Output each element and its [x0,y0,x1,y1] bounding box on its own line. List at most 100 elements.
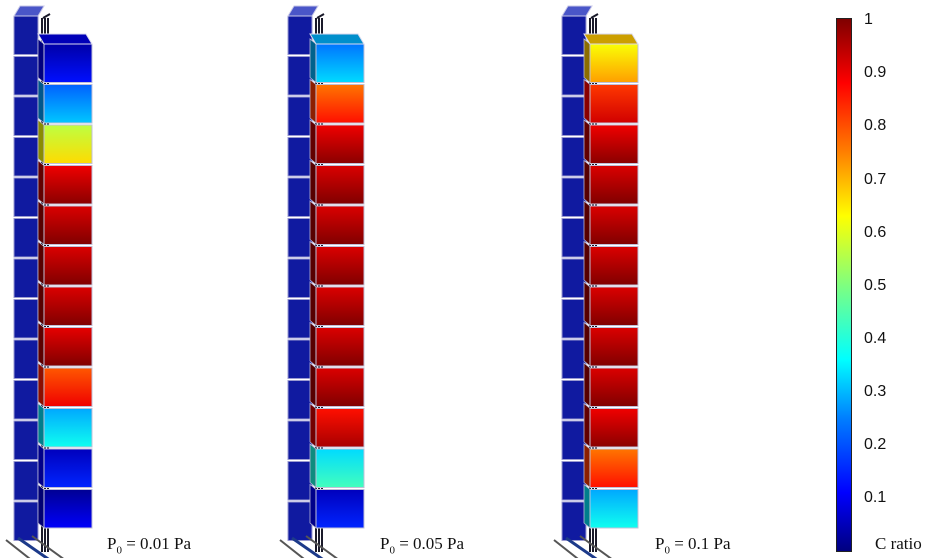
block-side [309,281,317,327]
front-block [589,43,639,83]
front-block [43,205,93,245]
block-side [309,78,317,124]
front-block [43,367,93,407]
colorbar-tick: 0.5 [864,277,887,294]
pipe-rod [42,13,51,19]
block-side [37,159,45,205]
colorbar-tick: 1 [864,11,873,28]
back-block [287,461,313,501]
back-block [287,258,313,298]
front-block [589,246,639,286]
front-block [589,408,639,448]
base-rail [31,535,64,558]
block-top-cap [309,33,365,45]
block-side [583,281,591,327]
back-block [13,137,39,177]
back-block [13,96,39,136]
back-block [287,56,313,96]
block-top-cap [583,33,639,45]
panel-caption-3: P0 = 0.1 Pa [655,534,731,557]
block-side [583,200,591,246]
front-block [315,205,365,245]
back-block [561,177,587,217]
front-block [43,43,93,83]
block-side [583,38,591,84]
block-side [309,38,317,84]
back-block [561,339,587,379]
block-side [37,240,45,286]
front-block [315,327,365,367]
block-side [37,119,45,165]
pipe-rod [590,13,599,19]
block-side [309,119,317,165]
block-side [583,119,591,165]
block-side [37,38,45,84]
panel-caption-1: P0 = 0.01 Pa [107,534,192,557]
block-side [583,321,591,367]
front-block [315,246,365,286]
colorbar-tick: 0.1 [864,489,887,506]
front-block [43,489,93,529]
block-side [37,78,45,124]
back-block [561,56,587,96]
back-block [561,461,587,501]
colorbar-tick: 0.4 [864,330,887,347]
block-side [583,483,591,529]
colorbar-tick: 0.2 [864,436,887,453]
colorbar-tick: 0.3 [864,383,887,400]
colorbar-tick: 0.7 [864,171,887,188]
front-block [315,43,365,83]
front-block [589,489,639,529]
back-block [13,258,39,298]
front-block [315,84,365,124]
block-side [309,402,317,448]
back-block [561,380,587,420]
back-block [287,96,313,136]
base-rail [553,539,579,558]
front-block [43,165,93,205]
back-top-cap [13,5,45,17]
back-block [561,501,587,541]
front-block [589,124,639,164]
front-block [589,84,639,124]
back-block [13,177,39,217]
block-side [37,362,45,408]
block-side [583,159,591,205]
block-side [309,200,317,246]
back-block [287,299,313,339]
block-side [583,443,591,489]
front-block [589,286,639,326]
back-block [561,258,587,298]
back-block [287,501,313,541]
block-top-cap [37,33,93,45]
back-block [561,15,587,55]
back-block [13,339,39,379]
front-block [43,327,93,367]
back-block [287,420,313,460]
block-side [583,78,591,124]
front-block [43,408,93,448]
front-block [589,367,639,407]
block-side [37,281,45,327]
front-block [315,448,365,488]
back-block [13,461,39,501]
back-block [561,218,587,258]
pipe-rod [316,13,325,19]
front-block [315,489,365,529]
back-block [13,501,39,541]
back-top-cap [287,5,319,17]
block-side [583,240,591,286]
colorbar-tick: 0.6 [864,224,887,241]
block-side [309,159,317,205]
base-rail [5,539,31,558]
back-block [287,15,313,55]
back-block [561,299,587,339]
base-rail [579,535,612,558]
block-side [37,321,45,367]
front-block [43,286,93,326]
base-rail [291,536,324,558]
back-block [13,420,39,460]
back-block [13,15,39,55]
back-block [13,380,39,420]
front-block [315,367,365,407]
